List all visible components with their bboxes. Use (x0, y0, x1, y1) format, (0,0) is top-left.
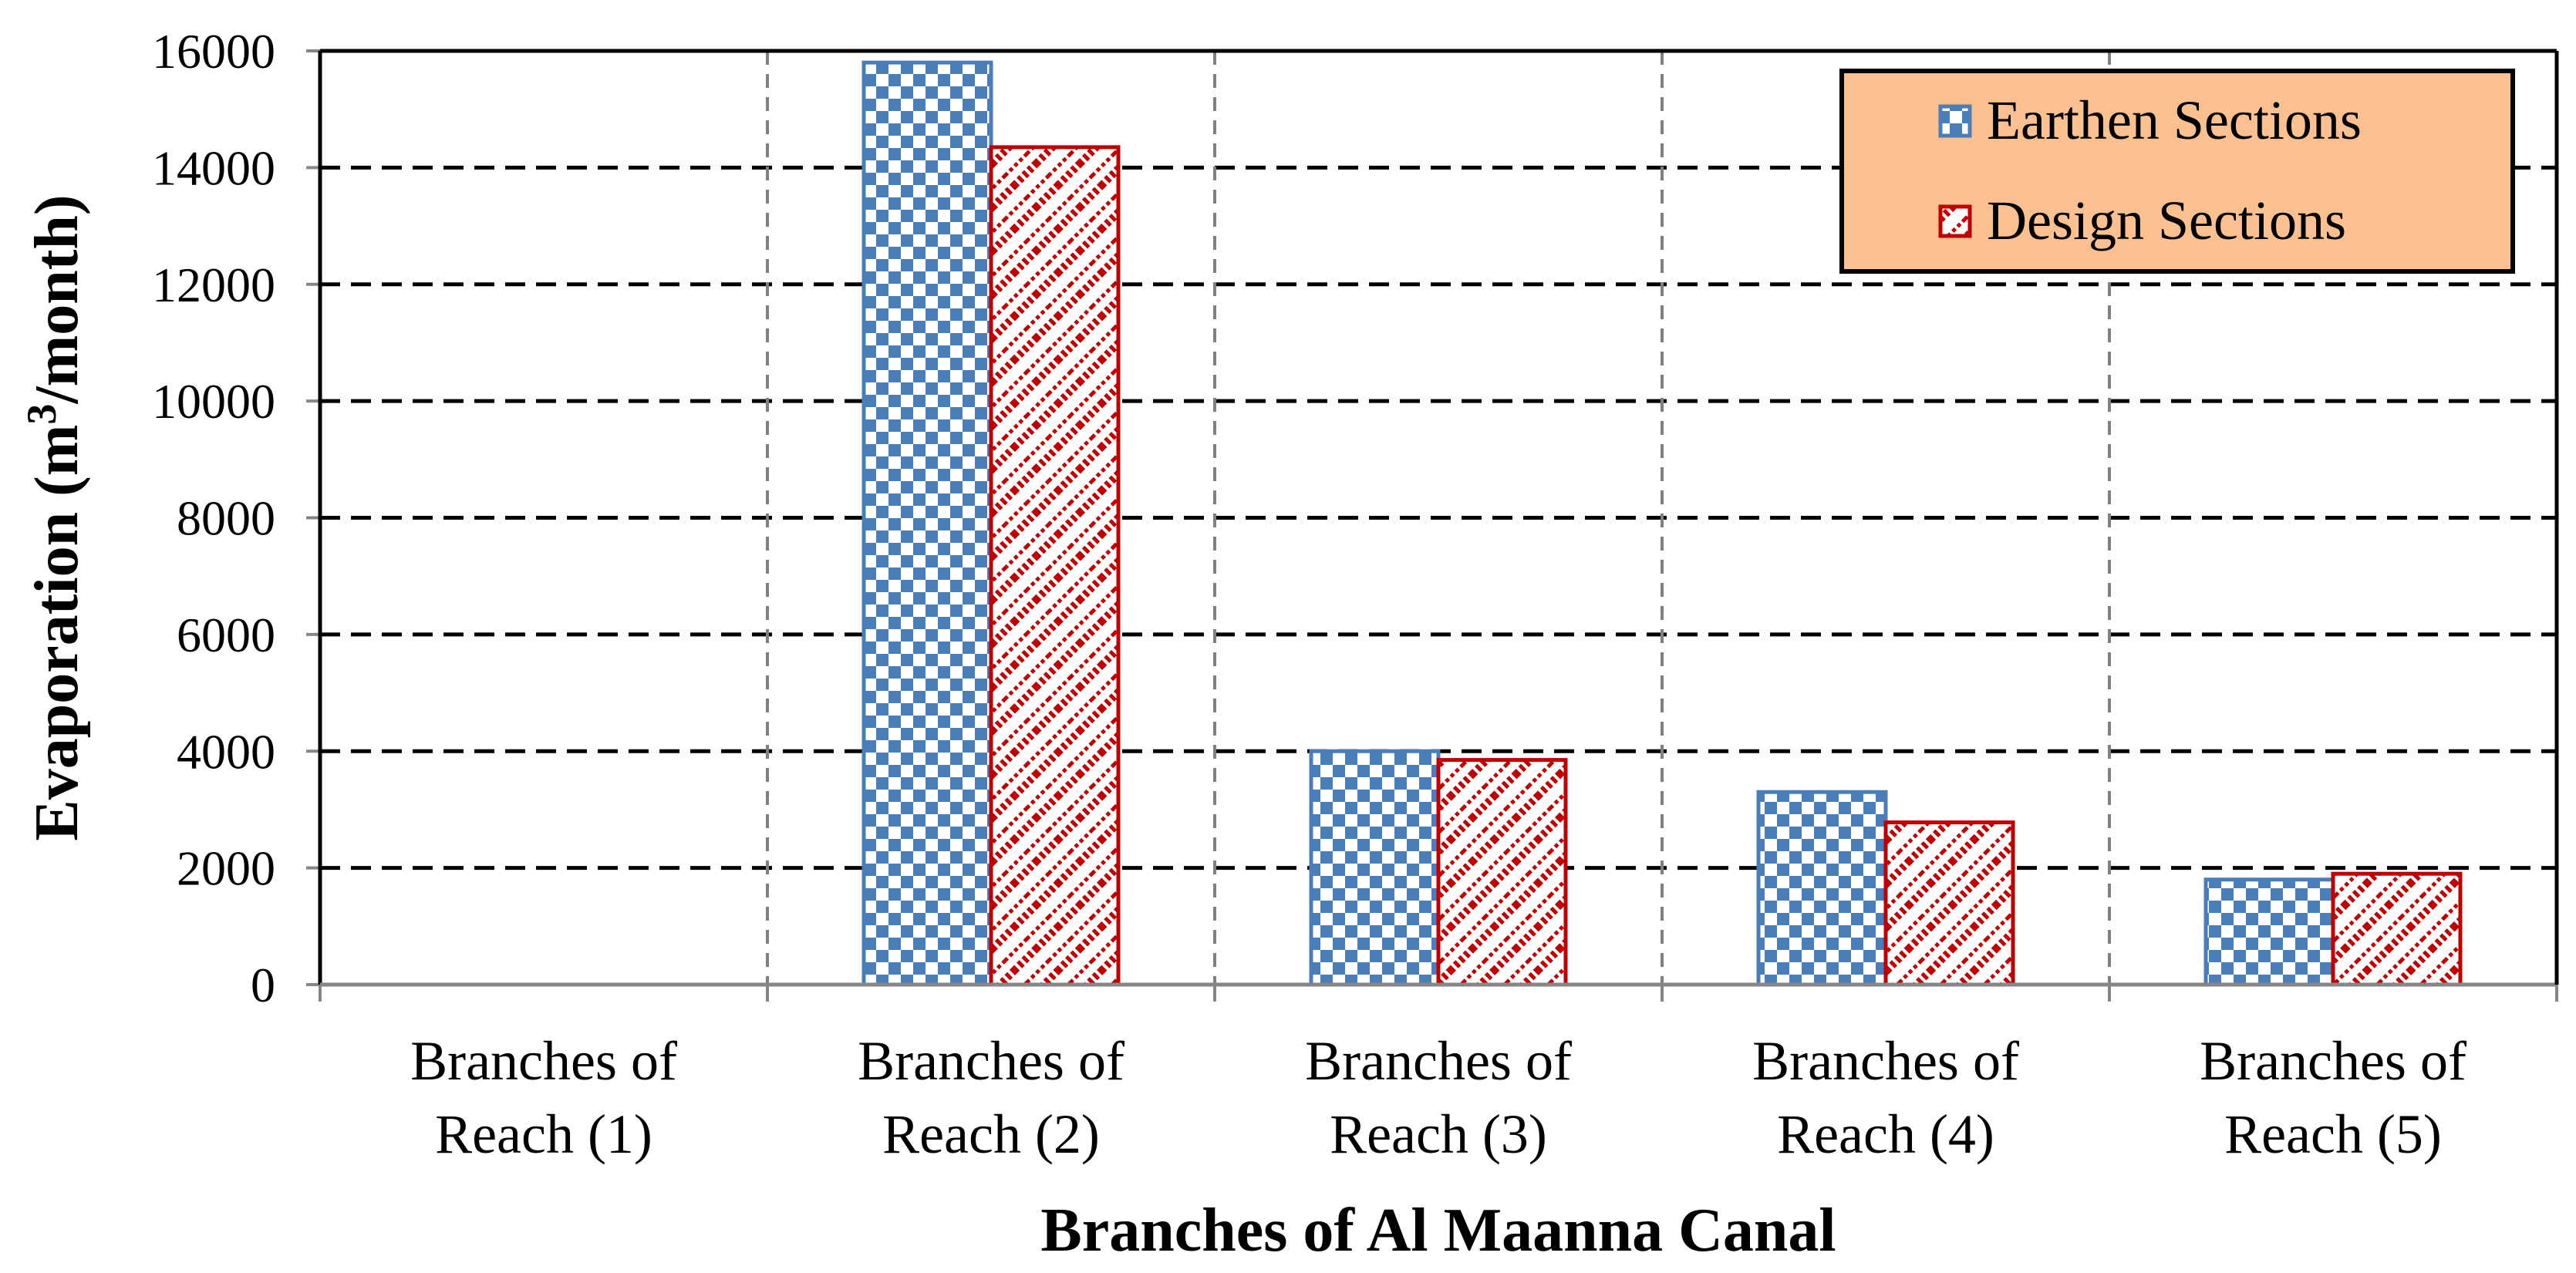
legend-swatch-earthen (1938, 104, 1972, 138)
bar-design-4 (1883, 820, 2015, 987)
x-category-label: Branches of (2200, 1030, 2466, 1092)
bar-design-5 (2331, 871, 2463, 987)
y-tick-label: 14000 (152, 140, 275, 195)
bars (861, 60, 2463, 987)
x-category-label: Branches of (1305, 1030, 1572, 1092)
gridlines (320, 49, 2557, 985)
bar-earthen-5 (2203, 877, 2335, 987)
legend-box (1839, 69, 2515, 274)
y-tick-label: 10000 (152, 374, 275, 429)
y-tick-label: 8000 (177, 491, 275, 546)
bar-design-2 (989, 145, 1121, 987)
y-tick-label: 4000 (177, 724, 275, 779)
x-category-label: Branches of (1752, 1030, 2019, 1092)
y-tick-label: 16000 (152, 24, 275, 79)
x-category-label: Branches of (410, 1030, 677, 1092)
bar-earthen-2 (861, 60, 993, 987)
y-tick-label: 2000 (177, 841, 275, 896)
y-tick-label: 0 (251, 958, 275, 1012)
x-axis-title: Branches of Al Maanna Canal (1040, 1197, 1836, 1265)
axis-labels: 0 2000 4000 6000 8000 10000 12000 14000 16000 Bra… (19, 24, 2466, 1265)
bar-earthen-4 (1756, 790, 1888, 987)
legend-label-earthen: Earthen Sections (1987, 89, 2362, 151)
x-category-label: Reach (5) (2224, 1103, 2442, 1165)
y-axis-title: Evaporation (m3/month) (19, 194, 91, 840)
x-category-label: Reach (3) (1330, 1103, 1547, 1165)
x-category-label: Branches of (858, 1030, 1124, 1092)
legend-swatch-design (1938, 204, 1972, 238)
y-tick-label: 12000 (152, 258, 275, 312)
x-category-label: Reach (4) (1777, 1103, 1994, 1165)
axes (306, 49, 2559, 1002)
x-category-label: Reach (2) (882, 1103, 1100, 1165)
bar-earthen-3 (1309, 749, 1441, 987)
legend: Earthen Sections Design Sections (1839, 69, 2515, 274)
bar-design-3 (1436, 758, 1568, 987)
x-category-label: Reach (1) (435, 1103, 652, 1165)
y-tick-label: 6000 (177, 608, 275, 662)
legend-label-design: Design Sections (1987, 190, 2346, 251)
